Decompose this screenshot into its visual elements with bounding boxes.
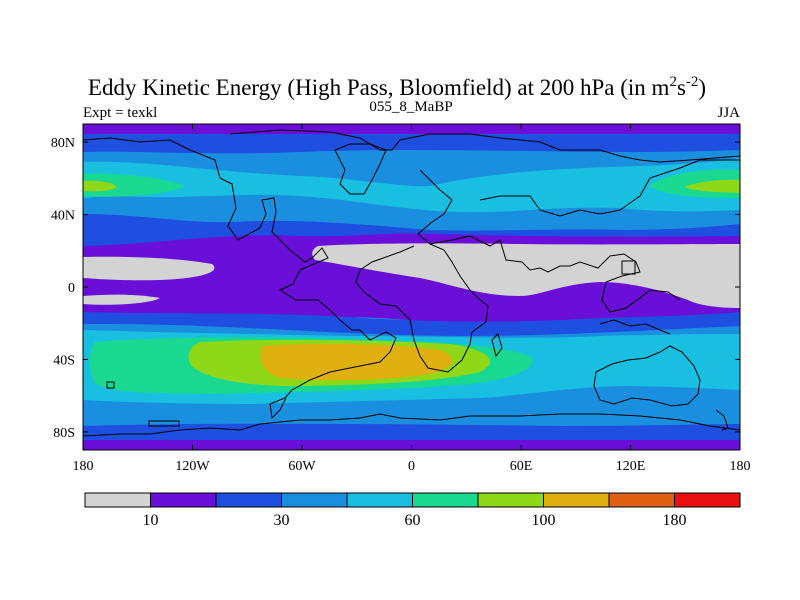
colorbar-swatch <box>150 492 217 508</box>
outline-island-box-3 <box>621 260 636 275</box>
x-tick-label: 120E <box>616 459 646 474</box>
outline-madagascar <box>491 333 503 358</box>
outline-antarctica <box>83 413 740 437</box>
x-tick-label: 60E <box>510 459 533 474</box>
colorbar-swatch <box>84 492 151 508</box>
colorbar-label: 30 <box>274 512 290 529</box>
outline-north-pacific-coast <box>479 159 740 217</box>
continent-outlines <box>83 129 740 437</box>
outline-island-box-2 <box>106 381 115 389</box>
jet-core-atlantic-lime <box>83 180 117 192</box>
colorbar-label: 10 <box>143 512 159 529</box>
y-tick-label: 80S <box>53 426 75 441</box>
y-tick-label: 80N <box>51 136 75 151</box>
outline-australia <box>593 345 701 407</box>
colorbar-swatch <box>215 492 282 508</box>
y-tick-label: 40N <box>51 209 75 224</box>
map-field <box>83 124 740 450</box>
season-label: JJA <box>717 105 740 121</box>
outline-north-america <box>83 137 397 420</box>
colorbar-swatch <box>412 492 479 508</box>
x-tick-label: 120W <box>175 459 210 474</box>
chart-title: Eddy Kinetic Energy (High Pass, Bloomfie… <box>88 74 706 100</box>
colorbar-swatch <box>477 492 544 508</box>
colorbar-swatch <box>674 492 741 508</box>
x-tick-label: 0 <box>408 459 415 474</box>
tropics-gray-west <box>83 256 215 281</box>
band-south-blue <box>83 312 740 336</box>
jet-core-atlantic-green <box>83 173 185 197</box>
outline-arctic-islands <box>229 129 740 163</box>
jet-core-pacific-lime <box>685 179 740 193</box>
band-polar-south-blue <box>83 423 740 440</box>
band-north-blue <box>83 134 740 154</box>
outline-new-zealand <box>715 409 729 431</box>
colorbar-swatch <box>608 492 675 508</box>
y-tick-label: 0 <box>68 281 75 296</box>
outline-indonesia <box>599 319 671 335</box>
colorbar-swatch <box>543 492 610 508</box>
outline-africa <box>355 243 489 373</box>
colorbar-label: 180 <box>663 512 687 529</box>
map-axes: 180 120W 60W 0 60E 120E 180 80N 40N 0 40S 80S <box>51 124 751 474</box>
colorbar-swatch <box>346 492 413 508</box>
storm-track-south-orange <box>260 343 453 381</box>
band-north-midlat-cyan <box>83 158 740 213</box>
experiment-label: Expt = texkl <box>83 105 157 121</box>
colorbar-label: 60 <box>405 512 421 529</box>
colorbar-label: 100 <box>532 512 556 529</box>
x-tick-label: 60W <box>288 459 316 474</box>
outline-greenland <box>334 143 387 195</box>
outline-island-box-1 <box>148 420 180 427</box>
tropics-gray-west-south <box>83 294 160 305</box>
colorbar: 10 30 60 100 180 <box>84 492 741 529</box>
x-tick-label: 180 <box>73 459 94 474</box>
outline-eurasia <box>417 169 681 313</box>
colorbar-swatch <box>281 492 348 508</box>
x-tick-label: 180 <box>730 459 751 474</box>
case-label: 055_8_MaBP <box>369 99 452 115</box>
y-tick-label: 40S <box>53 353 75 368</box>
